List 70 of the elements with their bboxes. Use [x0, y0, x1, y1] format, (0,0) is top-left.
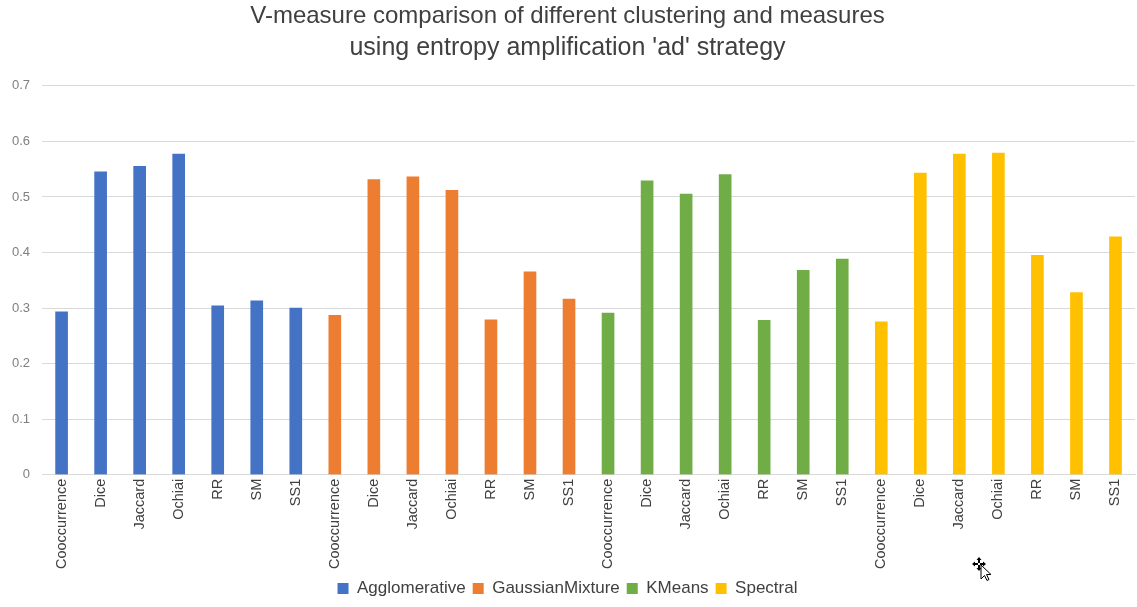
legend-label: Spectral: [735, 578, 798, 598]
x-tick-label: Dice: [91, 478, 108, 508]
bar: [406, 176, 420, 475]
x-tick-label: SS1: [833, 478, 850, 507]
y-tick-label: 0.5: [11, 188, 31, 204]
x-tick-label: Ochiai: [716, 478, 733, 520]
bar: [1031, 254, 1044, 475]
x-tick-label: Jaccard: [403, 478, 420, 530]
y-tick-label: 0.4: [11, 244, 31, 260]
x-tick-label: SS1: [286, 478, 303, 507]
bar: [1070, 292, 1083, 475]
x-tick-label: Ochiai: [442, 478, 459, 520]
y-tick-label: 0: [22, 466, 31, 482]
bar: [133, 166, 146, 475]
x-tick-label: Dice: [911, 478, 928, 508]
bar: [211, 305, 225, 475]
bar: [679, 193, 693, 475]
x-tick-label: Cooccurrence: [52, 478, 69, 569]
bar: [445, 189, 459, 475]
x-tick-label: Ochiai: [989, 478, 1006, 520]
x-tick-label: Cooccurrence: [872, 478, 889, 569]
bar: [328, 314, 342, 475]
bar: [992, 152, 1005, 475]
x-tick-label: RR: [208, 478, 225, 500]
bar: [953, 153, 966, 475]
x-tick-label: Cooccurrence: [325, 478, 342, 569]
x-tick-label: Jaccard: [130, 478, 147, 530]
x-tick-label: Jaccard: [677, 478, 694, 530]
x-tick-label: RR: [1028, 478, 1045, 500]
x-tick-label: Ochiai: [169, 478, 186, 520]
x-tick-label: SM: [247, 478, 264, 501]
x-tick-label: RR: [755, 478, 772, 500]
bar: [523, 271, 537, 475]
bar: [562, 298, 576, 475]
y-tick-label: 0.2: [11, 355, 31, 371]
bar: [94, 171, 107, 475]
bar: [289, 307, 303, 475]
y-tick-label: 0.1: [11, 410, 31, 426]
chart-title: V-measure comparison of different clustering and measures: [250, 1, 885, 29]
x-tick-label: SM: [1067, 478, 1084, 501]
bar: [1109, 236, 1122, 475]
x-tick-label: Jaccard: [950, 478, 967, 530]
bar: [835, 258, 849, 475]
legend-label: Agglomerative: [357, 578, 466, 598]
chart-subtitle: using entropy amplification 'ad' strategy: [349, 31, 787, 60]
bar: [913, 172, 927, 475]
bar: [250, 300, 264, 475]
y-tick-label: 0.6: [11, 132, 31, 148]
legend-label: KMeans: [646, 578, 709, 598]
bar: [601, 312, 615, 475]
x-tick-label: Dice: [364, 478, 381, 508]
x-tick-label: Dice: [638, 478, 655, 508]
bar: [640, 180, 654, 475]
legend-label: GaussianMixture: [492, 578, 620, 598]
bar: [172, 153, 186, 475]
bar: [757, 319, 771, 475]
x-tick-label: SS1: [1106, 478, 1123, 507]
x-tick-label: SM: [520, 478, 537, 501]
x-tick-label: RR: [481, 478, 498, 500]
bar: [718, 174, 732, 475]
y-tick-label: 0.3: [11, 299, 31, 315]
y-tick-label: 0.7: [11, 77, 31, 93]
bar: [796, 269, 810, 475]
x-tick-label: Cooccurrence: [599, 478, 616, 569]
bar: [484, 319, 498, 475]
bar: [367, 179, 381, 475]
x-tick-label: SM: [794, 478, 811, 501]
bar: [874, 321, 888, 475]
x-tick-label: SS1: [560, 478, 577, 507]
bar: [55, 311, 68, 475]
